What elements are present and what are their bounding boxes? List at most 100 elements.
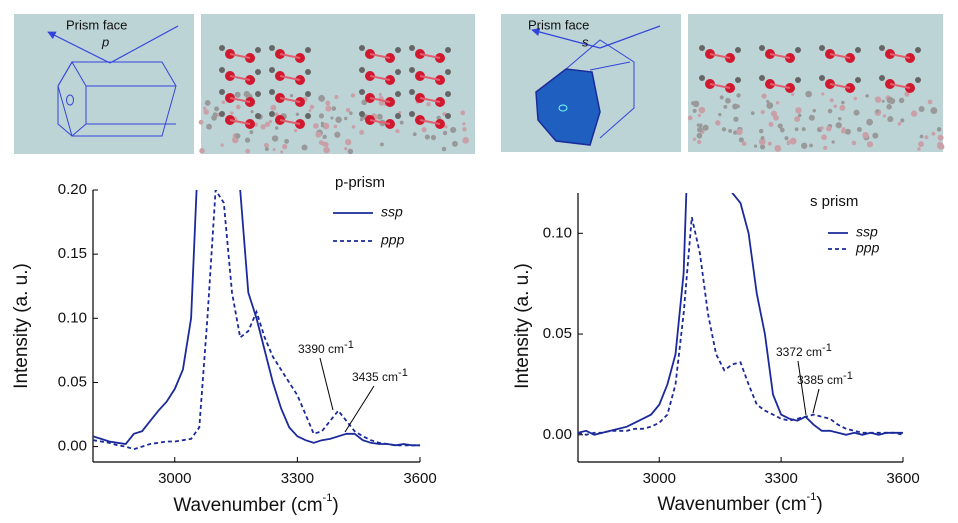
atom — [937, 127, 942, 132]
annotation-pointer — [345, 386, 374, 432]
atom — [296, 113, 299, 116]
atom — [203, 106, 206, 109]
atom — [359, 130, 364, 135]
atom — [431, 135, 436, 140]
atom — [833, 104, 837, 108]
atom — [305, 113, 311, 119]
atom — [826, 126, 832, 132]
atom — [938, 135, 944, 141]
atom — [728, 129, 732, 133]
atom — [699, 75, 705, 81]
atom — [310, 105, 315, 110]
atom — [784, 136, 788, 140]
atom — [409, 89, 415, 95]
atom — [269, 45, 275, 51]
atom — [450, 127, 456, 133]
atom — [345, 139, 351, 145]
atom — [290, 94, 293, 97]
atom — [855, 77, 861, 83]
atom — [322, 142, 327, 147]
atom — [862, 132, 868, 138]
atom — [323, 147, 330, 154]
atom — [442, 147, 447, 152]
atom — [795, 47, 801, 53]
atom — [769, 122, 774, 127]
atom — [887, 116, 893, 122]
atom — [205, 100, 211, 106]
atom — [395, 69, 401, 75]
atom — [759, 45, 765, 51]
atom — [245, 149, 250, 154]
atom — [264, 143, 269, 148]
inset-diagram: Prism face p — [14, 14, 194, 154]
atom — [346, 108, 350, 112]
atom — [409, 45, 415, 51]
atom — [400, 121, 404, 125]
atom — [380, 142, 384, 146]
atom — [736, 93, 740, 97]
atom — [732, 104, 738, 110]
atom — [462, 127, 466, 131]
atom — [915, 47, 921, 53]
atom — [244, 91, 250, 97]
atom — [219, 67, 225, 73]
x-tick-label: 3000 — [158, 470, 191, 487]
atom — [920, 135, 924, 139]
atom — [315, 132, 321, 138]
atom — [222, 101, 226, 105]
atom — [778, 123, 783, 128]
atom — [269, 120, 272, 123]
atom — [445, 47, 451, 53]
y-tick-label: 0.00 — [58, 438, 87, 455]
atom — [445, 113, 451, 119]
atom — [754, 145, 757, 148]
atom — [766, 102, 773, 109]
atom — [422, 127, 427, 132]
legend-label: ssp — [856, 224, 878, 240]
x-axis-label-part: -1 — [807, 491, 817, 503]
atom — [832, 140, 835, 143]
annotation-sup: -1 — [344, 339, 354, 351]
atom — [882, 100, 885, 103]
atom — [886, 104, 892, 110]
atom — [359, 45, 365, 51]
chart-title: p-prism — [335, 174, 385, 191]
atom — [715, 120, 720, 125]
atom — [854, 97, 857, 100]
atom — [722, 127, 726, 131]
atom — [204, 109, 209, 114]
atom — [359, 111, 365, 117]
atom — [348, 149, 354, 155]
atom — [688, 116, 693, 121]
y-axis-label: Intensity (a. u.) — [11, 263, 32, 389]
atom — [443, 131, 447, 135]
annotation-pointer — [813, 389, 819, 413]
atom — [787, 142, 790, 145]
atom — [275, 126, 279, 130]
chart-title: s prism — [810, 193, 858, 210]
atom — [823, 146, 827, 150]
atom — [220, 143, 223, 146]
atom — [255, 113, 261, 119]
atom — [359, 67, 365, 73]
atom — [795, 77, 801, 83]
atom — [918, 141, 924, 147]
atom — [725, 98, 731, 104]
atom — [219, 89, 225, 95]
atom — [230, 111, 233, 114]
atom — [809, 115, 815, 121]
atom — [335, 116, 342, 123]
x-axis-label: Wavenumber (cm-1) — [657, 491, 822, 515]
atom — [323, 135, 327, 139]
atom — [395, 129, 399, 133]
inset-label: Prism face — [528, 17, 589, 32]
atom — [334, 132, 340, 138]
atom — [260, 124, 265, 129]
atom — [795, 127, 799, 131]
atom — [445, 91, 451, 97]
atom — [819, 75, 825, 81]
atom — [766, 100, 769, 103]
atom — [305, 69, 311, 75]
y-tick-label: 0.20 — [58, 181, 87, 198]
inset-diagram: Prism face s — [501, 14, 681, 152]
